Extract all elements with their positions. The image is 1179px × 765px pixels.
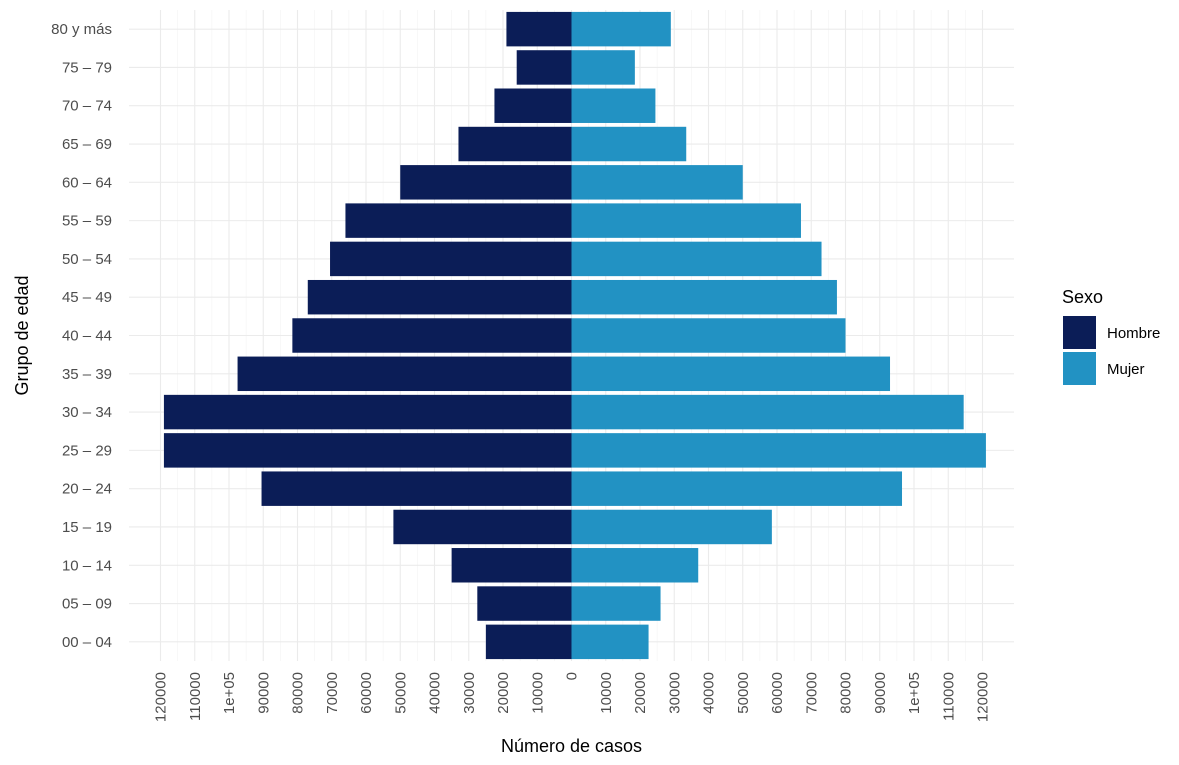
y-tick-label: 35 – 39 [62,366,112,383]
bar-mujer-1 [571,586,661,621]
y-tick-label: 10 – 14 [62,557,112,574]
x-tick-label: 90000 [872,672,889,714]
bar-mujer-15 [571,50,635,85]
x-tick-label: 0 [564,672,581,680]
legend-label-mujer: Mujer [1107,361,1145,378]
bar-mujer-13 [571,126,687,162]
y-tick-label: 05 – 09 [62,596,112,613]
y-tick-labels: 00 – 04 05 – 09 10 – 14 15 – 19 20 – 24 25 – … [51,21,112,651]
x-tick-label: 80000 [838,672,855,714]
bar-hombre-1 [477,586,572,621]
bar-hombre-4 [261,471,572,506]
bar-mujer-0 [571,624,649,660]
y-tick-label: 55 – 59 [62,213,112,230]
x-tick-label: 1e+05 [906,672,923,714]
bar-hombre-10 [330,241,572,277]
legend-swatch-mujer [1063,352,1096,385]
bar-mujer-7 [571,356,891,392]
bar-hombre-2 [451,548,572,583]
bar-hombre-13 [458,126,572,162]
bar-hombre-0 [485,624,572,660]
x-tick-label: 60000 [358,672,375,714]
x-axis-title: Número de casos [501,736,642,756]
x-tick-label: 40000 [701,672,718,714]
x-tick-label: 110000 [940,672,957,721]
x-tick-label: 90000 [255,672,272,714]
x-tick-label: 120000 [153,672,170,722]
bar-hombre-16 [506,11,572,47]
legend-title: Sexo [1062,287,1103,307]
bar-mujer-4 [571,471,903,506]
bar-mujer-14 [571,88,656,123]
legend-swatch-hombre [1063,316,1096,349]
bar-hombre-6 [163,394,572,430]
bar-hombre-11 [345,203,572,238]
x-tick-label: 30000 [461,672,478,714]
x-tick-label: 20000 [495,672,512,714]
y-tick-label: 60 – 64 [62,174,112,191]
y-tick-label: 50 – 54 [62,251,112,268]
bar-hombre-9 [307,279,572,315]
x-tick-label: 60000 [769,672,786,714]
x-tick-label: 40000 [427,672,444,714]
x-tick-label: 50000 [735,672,752,714]
y-tick-label: 40 – 44 [62,328,112,345]
x-tick-label: 70000 [324,672,341,714]
y-tick-label: 00 – 04 [62,634,112,651]
x-tick-label: 70000 [803,672,820,714]
x-tick-label: 120000 [975,672,992,722]
x-tick-label: 1e+05 [221,672,238,714]
y-tick-label: 30 – 34 [62,404,112,421]
bar-mujer-6 [571,394,964,430]
bar-mujer-8 [571,318,846,353]
legend: Sexo Hombre Mujer [1062,287,1160,385]
bar-hombre-5 [163,433,572,468]
bar-mujer-10 [571,241,822,277]
x-tick-label: 110000 [187,672,204,721]
y-tick-label: 25 – 29 [62,442,112,459]
bar-mujer-11 [571,203,801,238]
bar-mujer-16 [571,11,671,47]
bar-hombre-15 [516,50,572,85]
bar-hombre-7 [237,356,572,392]
y-tick-label: 75 – 79 [62,59,112,76]
bar-mujer-5 [571,433,986,468]
bar-mujer-12 [571,165,743,200]
y-tick-label: 80 y más [51,21,112,38]
y-tick-label: 65 – 69 [62,136,112,153]
bar-mujer-9 [571,279,837,315]
x-tick-label: 30000 [666,672,683,714]
x-tick-label: 10000 [598,672,615,714]
bar-hombre-3 [393,509,572,545]
bars [163,11,986,660]
x-tick-label: 50000 [392,672,409,714]
bar-mujer-3 [571,509,772,545]
bar-mujer-2 [571,548,699,583]
x-tick-label: 80000 [290,672,307,714]
x-tick-labels: 120000 110000 1e+05 90000 80000 70000 60000 500… [153,672,992,722]
x-tick-label: 20000 [632,672,649,714]
bar-hombre-14 [494,88,572,123]
y-tick-label: 15 – 19 [62,519,112,536]
bar-hombre-8 [292,318,572,353]
y-tick-label: 70 – 74 [62,98,112,115]
y-tick-label: 20 – 24 [62,481,112,498]
y-tick-label: 45 – 49 [62,289,112,306]
bar-hombre-12 [400,165,572,200]
legend-label-hombre: Hombre [1107,325,1160,342]
y-axis-title: Grupo de edad [12,275,32,395]
x-tick-label: 10000 [529,672,546,714]
